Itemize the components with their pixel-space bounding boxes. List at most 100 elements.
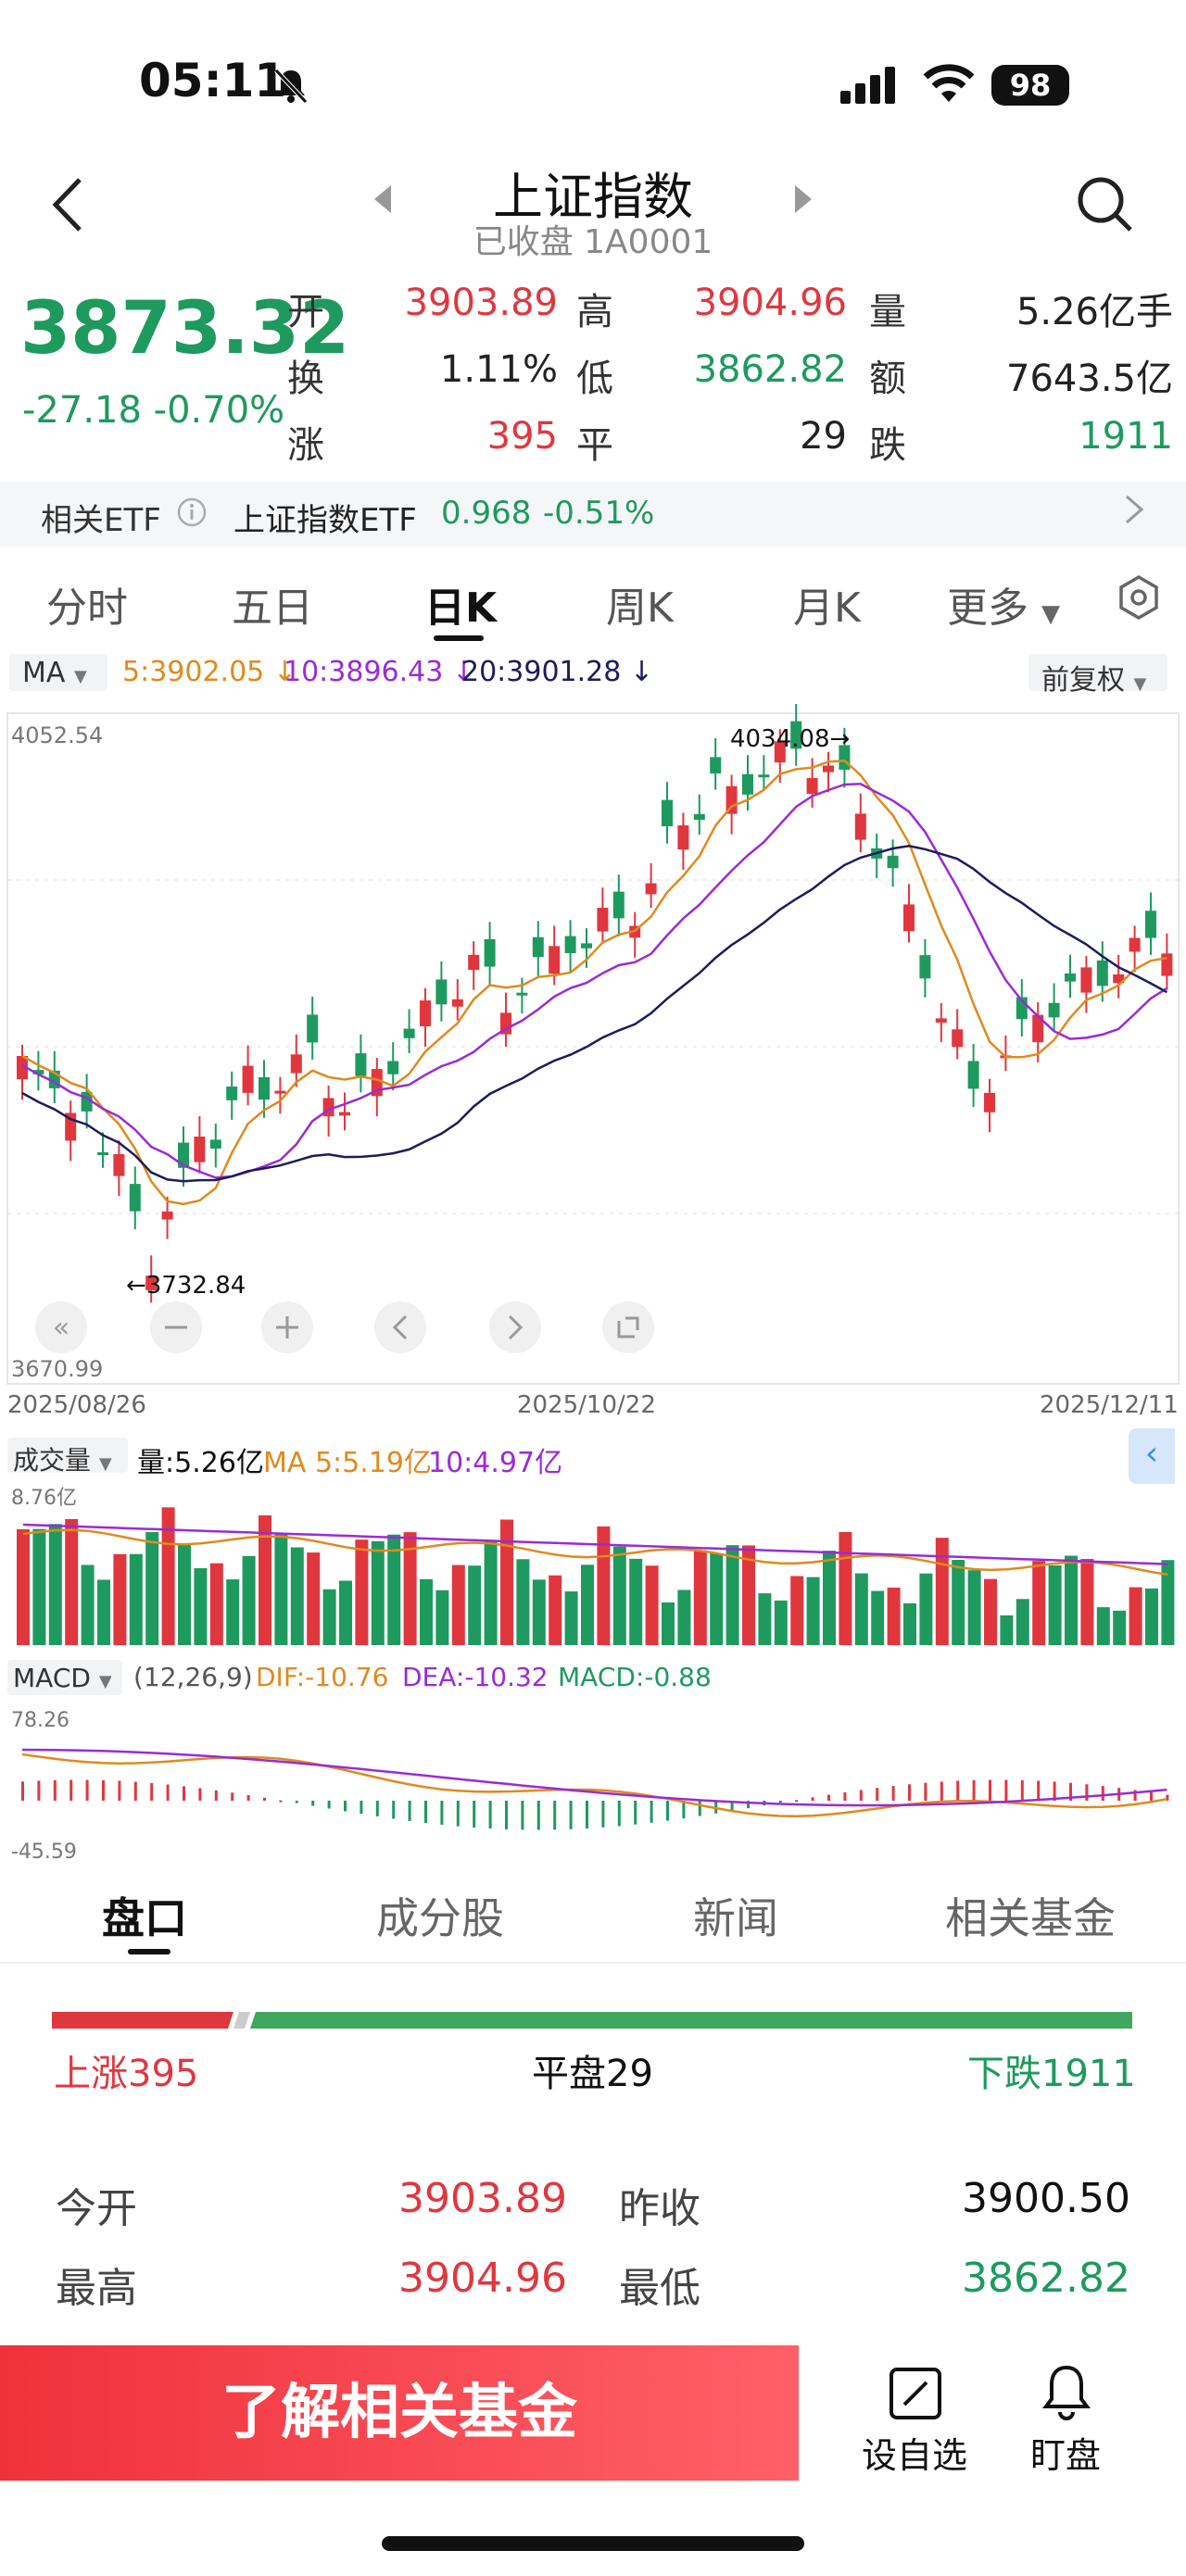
tab-news[interactable]: 新闻 <box>693 1893 778 1943</box>
tab-daily-k[interactable]: 日K <box>424 584 498 632</box>
side-panel-toggle[interactable]: ‹ <box>1129 1428 1175 1484</box>
macd-bar <box>553 1801 557 1830</box>
high-label: 高 <box>576 291 613 333</box>
volume-bar <box>274 1533 288 1645</box>
bell-icon[interactable] <box>1038 2362 1095 2421</box>
macd-bar <box>601 1801 605 1828</box>
macd-bar <box>1150 1791 1153 1801</box>
macd-bar <box>1085 1784 1089 1801</box>
macd-bar <box>456 1801 460 1827</box>
candle-body <box>226 1087 238 1100</box>
breadth-down: 下跌1911 <box>967 2053 1136 2095</box>
tab-related-funds[interactable]: 相关基金 <box>945 1893 1116 1943</box>
macd-bar <box>408 1801 411 1821</box>
volume-ma10: 10:4.97亿 <box>428 1447 563 1479</box>
volume-bar <box>629 1558 643 1645</box>
macd-bar <box>698 1801 701 1816</box>
search-icon[interactable] <box>1075 174 1134 233</box>
macd-bar <box>666 1801 669 1821</box>
volume-bar <box>1016 1599 1029 1645</box>
stat-open-label: 今开 <box>56 2185 137 2232</box>
volume-bar <box>758 1593 772 1645</box>
tab-monthly-k[interactable]: 月K <box>793 584 861 632</box>
volume-bar <box>710 1552 724 1645</box>
candle-body <box>823 765 834 773</box>
low-marker-value: 3732.84 <box>146 1272 246 1300</box>
monitor-label[interactable]: 盯盘 <box>1030 2435 1102 2476</box>
volume-bar <box>209 1563 223 1645</box>
macd-bar <box>634 1801 637 1825</box>
volume-bar <box>581 1564 594 1645</box>
zoom-in-button[interactable] <box>261 1301 313 1353</box>
candlestick-chart[interactable]: 4052.54 3670.99 4034.08→ ←3732.84 « 2025… <box>0 704 1186 1426</box>
adjust-selector[interactable]: 前复权 ▼ <box>1028 654 1167 697</box>
scroll-left-button[interactable] <box>374 1301 426 1353</box>
tab-timeshare[interactable]: 分时 <box>46 584 128 632</box>
macd-axis-top: 78.26 <box>11 1709 69 1732</box>
add-watchlist-label[interactable]: 设自选 <box>862 2435 968 2476</box>
volume-bar <box>1000 1615 1014 1645</box>
status-time: 05:11 <box>139 54 287 107</box>
volume-bar <box>259 1514 271 1645</box>
volume-bar <box>403 1532 417 1645</box>
volume-bar <box>935 1538 949 1645</box>
macd-bar <box>166 1784 170 1801</box>
ma10-value: 10:3896.43 <box>284 656 444 688</box>
volume-bar <box>919 1573 933 1645</box>
candle-body <box>806 777 818 794</box>
caret-down-icon: ▼ <box>1041 600 1060 628</box>
volume-bar <box>564 1591 578 1645</box>
volume-bar <box>516 1559 530 1645</box>
volume-bar <box>242 1555 256 1645</box>
volume-bar <box>967 1570 981 1645</box>
chart-settings-icon[interactable] <box>1116 574 1162 621</box>
next-stock-icon[interactable] <box>793 183 814 215</box>
ma-selector[interactable]: MA ▼ <box>9 654 107 691</box>
tab-constituents[interactable]: 成分股 <box>376 1893 504 1943</box>
macd-bar <box>795 1800 799 1803</box>
add-watchlist-icon[interactable] <box>888 2366 943 2421</box>
prev-stock-icon[interactable] <box>372 183 393 215</box>
macd-params: (12,26,9) <box>133 1662 253 1692</box>
macd-bar <box>473 1801 476 1828</box>
macd-bar <box>1101 1786 1104 1801</box>
volume-chart: 8.76亿 <box>11 1487 1175 1645</box>
info-icon[interactable] <box>176 496 208 536</box>
tab-weekly-k[interactable]: 周K <box>606 584 674 632</box>
low-value: 3862.82 <box>693 348 847 391</box>
down-count-label: 跌 <box>869 424 906 467</box>
candle-body <box>194 1137 206 1162</box>
caret-down-icon: ▼ <box>98 1672 112 1691</box>
related-etf-row[interactable]: 相关ETF 上证指数ETF 0.968 -0.51% <box>0 482 1186 547</box>
scroll-right-button[interactable] <box>489 1301 541 1353</box>
candle-body <box>725 785 738 814</box>
candle-body <box>274 1090 286 1094</box>
macd-bar <box>730 1801 734 1812</box>
learn-funds-button[interactable]: 了解相关基金 <box>0 2345 799 2481</box>
macd-bar <box>1020 1779 1024 1801</box>
fullscreen-button[interactable] <box>602 1301 654 1353</box>
macd-dea-line <box>21 1748 1167 1807</box>
tab-more[interactable]: 更多 ▼ <box>947 574 1060 634</box>
candle-body <box>129 1184 141 1212</box>
candle-body <box>1145 911 1156 938</box>
candle-body <box>484 938 496 967</box>
macd-bar <box>876 1788 879 1801</box>
zoom-out-button[interactable] <box>150 1301 202 1353</box>
volume-bar <box>226 1579 240 1645</box>
back-icon[interactable] <box>50 176 87 233</box>
stat-high-label: 最高 <box>56 2265 137 2312</box>
volume-selector[interactable]: 成交量 ▼ <box>7 1438 128 1476</box>
tab-more-label: 更多 <box>947 584 1028 632</box>
macd-bar <box>843 1791 847 1801</box>
volume-bar <box>725 1545 739 1645</box>
macd-chart: 78.26 -45.59 <box>11 1709 1169 1864</box>
macd-bar <box>1037 1780 1041 1801</box>
tab-order-book[interactable]: 盘口 <box>102 1893 187 1943</box>
tab-five-day[interactable]: 五日 <box>232 584 313 632</box>
volume-bar <box>839 1531 852 1645</box>
macd-selector[interactable]: MACD ▼ <box>7 1660 122 1695</box>
stat-low-value: 3862.82 <box>962 2255 1130 2302</box>
rewind-button[interactable]: « <box>35 1301 87 1353</box>
turnover-label: 换 <box>287 358 324 400</box>
